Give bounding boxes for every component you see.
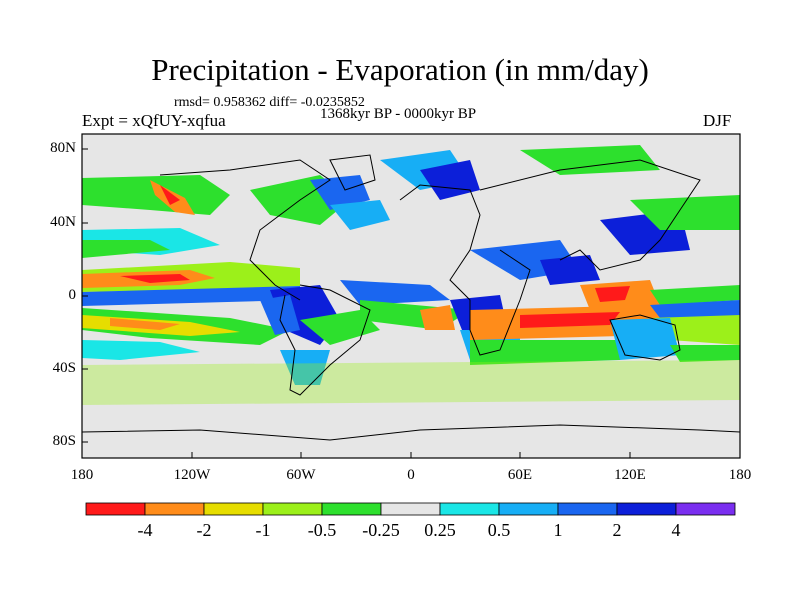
x-tick-label: 120W [173,467,211,483]
field-pacific-south-peak [110,318,180,330]
field-indian-ocean-peak [520,312,620,328]
x-tick-label: 180 [728,467,752,483]
x-tick-label: 180 [70,467,94,483]
colorbar [85,502,736,516]
coast-antarctica [82,424,740,441]
coast-greenland [329,154,376,191]
x-tick-label: 120E [614,467,646,483]
field-pacific-north-peak [120,274,190,283]
colorbar-swatch [85,502,146,516]
field-west-africa [420,305,455,330]
colorbar-label: 1 [553,520,563,540]
colorbar-swatch [262,502,323,516]
coast-north-america [159,159,331,301]
x-tick-label: 60E [507,467,533,483]
coast-europe-africa [399,184,531,356]
colorbar-swatch [380,502,441,516]
colorbar-label: -0.25 [362,520,400,540]
coast-south-america [279,284,371,396]
y-tick-label: 40S [52,360,76,376]
field-arabian-sea [540,255,600,285]
field-amazon-wet [260,295,300,335]
field-atlantic-itcz [340,280,450,305]
map-title: Precipitation - Evaporation (in mm/day) [151,52,649,87]
field-siberia [520,145,660,175]
field-pacific-dry-tongue [82,286,300,306]
colorbar-swatch [557,502,618,516]
field-west-pacific-dry [650,300,740,320]
x-tick-label: 0 [407,467,415,483]
colorbar-swatch [321,502,382,516]
experiment-label: Expt = xQfUY-xqfua [82,111,226,130]
field-kuroshio [630,195,740,230]
stats-text: rmsd= 0.958362 diff= -0.0235852 [174,95,365,110]
colorbar-label: -2 [196,520,212,540]
colorbar-label: 0.25 [424,520,456,540]
colorbar-swatch [498,502,559,516]
colorbar-label: -0.5 [307,520,337,540]
field-alaska-peak [160,185,180,205]
y-tick-label: 80S [52,433,76,449]
map-field [82,134,740,458]
coast-asia [479,159,701,271]
axis-ticks [81,148,741,458]
colorbar-swatch [439,502,500,516]
period-label: 1368kyr BP - 0000kyr BP [320,106,477,122]
field-tasman [670,345,740,362]
season-label: DJF [703,111,732,130]
colorbar-label: -1 [255,520,271,540]
y-tick-label: 80N [50,140,76,156]
colorbar-swatch [144,502,205,516]
field-southern-ocean [82,360,740,405]
coast-australia [609,314,681,361]
y-tick-label: 0 [68,287,77,303]
field-pacific-south-dry [82,340,200,360]
colorbar-label: 4 [671,520,681,540]
x-tick-label: 60W [286,467,316,483]
field-indian-ocean-south [470,340,640,365]
colorbar-label: -4 [137,520,153,540]
field-australia [610,318,680,360]
y-tick-label: 40N [50,214,76,230]
colorbar-label: 2 [612,520,622,540]
field-argentina [280,350,330,385]
colorbar-swatch [616,502,677,516]
field-pacific-mid-green [82,240,170,258]
colorbar-swatch [203,502,264,516]
colorbar-swatch [675,502,736,516]
field-west-pacific-warm [650,285,740,305]
field-gulf-stream [330,200,390,230]
colorbar-label: 0.5 [487,520,511,540]
coastlines [82,154,740,441]
field-maritime-peak [595,286,630,302]
